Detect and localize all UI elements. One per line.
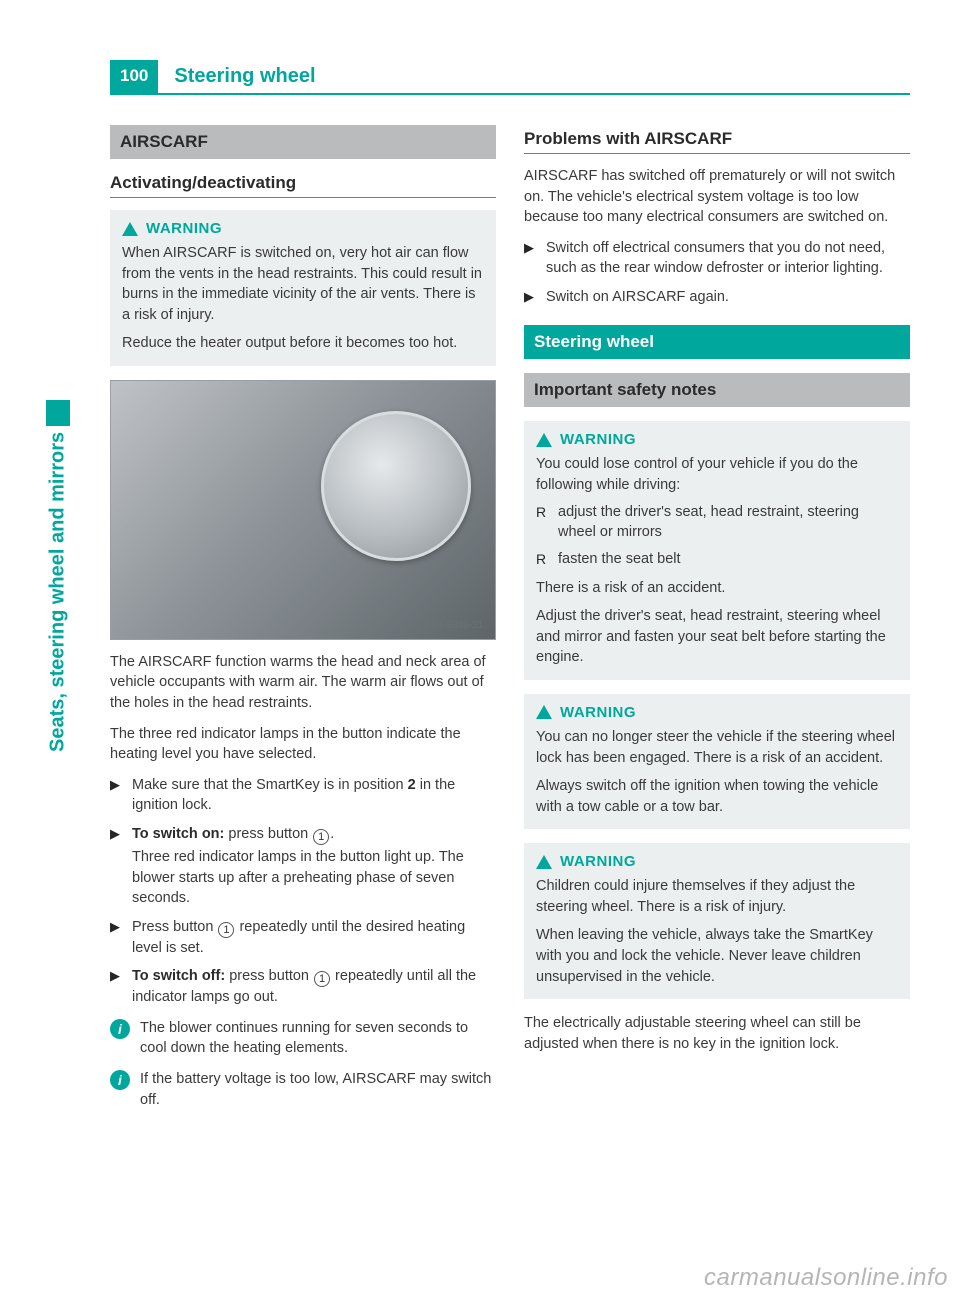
text-run: . bbox=[330, 826, 334, 842]
step-text: To switch off: press button 1 repeatedly… bbox=[132, 966, 496, 1008]
step-list: ▶ Switch off electrical consumers that y… bbox=[524, 238, 910, 308]
subhead-activating: Activating/deactivating bbox=[110, 173, 496, 198]
figure-id: P54.25-8349-31 bbox=[411, 620, 483, 631]
warning-text: When leaving the vehicle, always take th… bbox=[536, 925, 898, 987]
info-text: The blower continues running for seven s… bbox=[140, 1018, 496, 1059]
step-text: Make sure that the SmartKey is in positi… bbox=[132, 775, 496, 816]
step-action-label: To switch on: bbox=[132, 826, 224, 842]
warning-triangle-icon bbox=[536, 855, 552, 869]
step-arrow-icon: ▶ bbox=[110, 775, 124, 816]
warning-heading: WARNING bbox=[536, 704, 898, 721]
warning-triangle-icon bbox=[536, 705, 552, 719]
step-text: Switch off electrical consumers that you… bbox=[546, 238, 910, 279]
warning-label: WARNING bbox=[560, 704, 636, 721]
warning-heading: WARNING bbox=[536, 853, 898, 870]
subhead-problems: Problems with AIRSCARF bbox=[524, 129, 910, 154]
info-text: If the battery voltage is too low, AIRSC… bbox=[140, 1069, 496, 1110]
button-callout-icon: 1 bbox=[314, 971, 330, 987]
step-text: Press button 1 repeatedly until the desi… bbox=[132, 917, 496, 959]
warning-label: WARNING bbox=[146, 220, 222, 237]
warning-block-control: WARNING You could lose control of your v… bbox=[524, 421, 910, 680]
bullet-item: R adjust the driver's seat, head restrai… bbox=[536, 502, 898, 543]
side-tab: Seats, steering wheel and mirrors bbox=[44, 400, 72, 940]
key-position: 2 bbox=[408, 777, 416, 793]
two-column-layout: AIRSCARF Activating/deactivating WARNING… bbox=[110, 125, 910, 1120]
step-item: ▶ Make sure that the SmartKey is in posi… bbox=[110, 775, 496, 816]
paragraph: The AIRSCARF function warms the head and… bbox=[110, 652, 496, 714]
step-item: ▶ Switch on AIRSCARF again. bbox=[524, 287, 910, 308]
step-arrow-icon: ▶ bbox=[524, 287, 538, 308]
info-icon: i bbox=[110, 1019, 130, 1039]
info-note: i If the battery voltage is too low, AIR… bbox=[110, 1069, 496, 1110]
warning-text: You could lose control of your vehicle i… bbox=[536, 454, 898, 495]
bullet-marker-icon: R bbox=[536, 549, 550, 570]
page-title: Steering wheel bbox=[158, 60, 910, 95]
bullet-marker-icon: R bbox=[536, 502, 550, 543]
step-item: ▶ Switch off electrical consumers that y… bbox=[524, 238, 910, 279]
step-arrow-icon: ▶ bbox=[524, 238, 538, 279]
text-run: Make sure that the SmartKey is in positi… bbox=[132, 777, 408, 793]
step-item: ▶ To switch on: press button 1. Three re… bbox=[110, 824, 496, 909]
page-number: 100 bbox=[110, 60, 158, 95]
warning-label: WARNING bbox=[560, 853, 636, 870]
warning-text: When AIRSCARF is switched on, very hot a… bbox=[122, 243, 484, 325]
step-action-label: To switch off: bbox=[132, 968, 225, 984]
paragraph: AIRSCARF has switched off prematurely or… bbox=[524, 166, 910, 228]
warning-block-children: WARNING Children could injure themselves… bbox=[524, 843, 910, 999]
bullet-text: adjust the driver's seat, head restraint… bbox=[558, 502, 898, 543]
info-note: i The blower continues running for seven… bbox=[110, 1018, 496, 1059]
warning-heading: WARNING bbox=[536, 431, 898, 448]
warning-block-airscarf: WARNING When AIRSCARF is switched on, ve… bbox=[110, 210, 496, 366]
step-text: Switch on AIRSCARF again. bbox=[546, 287, 910, 308]
text-run: Press button bbox=[132, 919, 217, 935]
warning-text: You can no longer steer the vehicle if t… bbox=[536, 727, 898, 768]
step-arrow-icon: ▶ bbox=[110, 917, 124, 959]
side-tab-label: Seats, steering wheel and mirrors bbox=[44, 426, 72, 940]
step-item: ▶ To switch off: press button 1 repeated… bbox=[110, 966, 496, 1008]
step-item: ▶ Press button 1 repeatedly until the de… bbox=[110, 917, 496, 959]
section-bar-steering-wheel: Steering wheel bbox=[524, 325, 910, 359]
step-arrow-icon: ▶ bbox=[110, 966, 124, 1008]
step-text: To switch on: press button 1. Three red … bbox=[132, 824, 496, 909]
warning-text: Always switch off the ignition when towi… bbox=[536, 776, 898, 817]
step-arrow-icon: ▶ bbox=[110, 824, 124, 909]
warning-heading: WARNING bbox=[122, 220, 484, 237]
right-column: Problems with AIRSCARF AIRSCARF has swit… bbox=[524, 125, 910, 1120]
left-column: AIRSCARF Activating/deactivating WARNING… bbox=[110, 125, 496, 1120]
watermark: carmanualsonline.info bbox=[704, 1264, 948, 1292]
warning-block-lock: WARNING You can no longer steer the vehi… bbox=[524, 694, 910, 829]
paragraph: The electrically adjustable steering whe… bbox=[524, 1013, 910, 1054]
figure-airscarf: P54.25-8349-31 bbox=[110, 380, 496, 640]
paragraph: The three red indicator lamps in the but… bbox=[110, 724, 496, 765]
page-content: 100 Steering wheel AIRSCARF Activating/d… bbox=[0, 0, 960, 1160]
warning-text: Adjust the driver's seat, head restraint… bbox=[536, 606, 898, 668]
button-callout-icon: 1 bbox=[313, 829, 329, 845]
warning-triangle-icon bbox=[122, 222, 138, 236]
section-sub-bar-safety: Important safety notes bbox=[524, 373, 910, 407]
section-bar-airscarf: AIRSCARF bbox=[110, 125, 496, 159]
bullet-text: fasten the seat belt bbox=[558, 549, 681, 570]
text-run: press button bbox=[224, 826, 312, 842]
button-callout-icon: 1 bbox=[218, 922, 234, 938]
warning-triangle-icon bbox=[536, 433, 552, 447]
text-run: press button bbox=[225, 968, 313, 984]
step-list: ▶ Make sure that the SmartKey is in posi… bbox=[110, 775, 496, 1008]
warning-label: WARNING bbox=[560, 431, 636, 448]
warning-text: There is a risk of an accident. bbox=[536, 578, 898, 599]
warning-text: Children could injure themselves if they… bbox=[536, 876, 898, 917]
figure-detail-callout bbox=[321, 411, 471, 561]
bullet-item: R fasten the seat belt bbox=[536, 549, 898, 570]
page-header: 100 Steering wheel bbox=[110, 60, 910, 95]
side-tab-marker bbox=[46, 400, 70, 426]
warning-text: Reduce the heater output before it becom… bbox=[122, 333, 484, 354]
bullet-list: R adjust the driver's seat, head restrai… bbox=[536, 502, 898, 570]
info-icon: i bbox=[110, 1070, 130, 1090]
text-run: Three red indicator lamps in the button … bbox=[132, 847, 496, 909]
